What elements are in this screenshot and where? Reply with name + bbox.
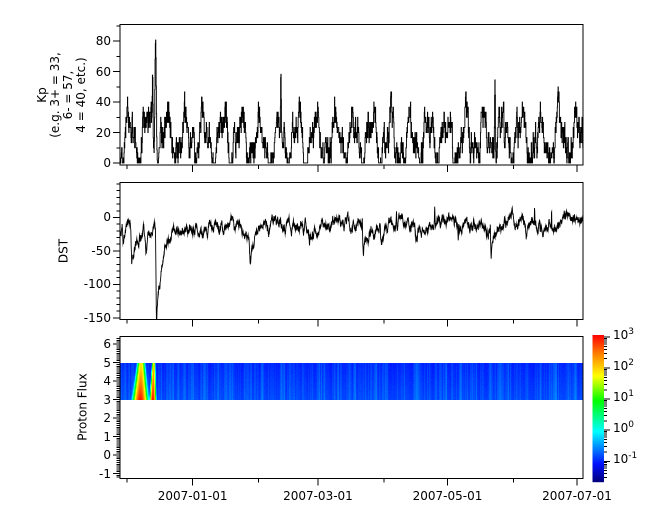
- x-tick-label: 2007-01-01: [157, 488, 228, 503]
- x-tick-label: 2007-07-01: [542, 488, 612, 503]
- proton-y-tick-label: 5: [103, 355, 111, 370]
- colorbar-tick-label: 100: [613, 420, 635, 436]
- x-tick-label: 2007-03-01: [283, 488, 353, 503]
- colorbar-tick-label: 102: [613, 358, 635, 374]
- colorbar-tick-label: 101: [613, 389, 635, 405]
- kp-y-tick-label: 80: [95, 34, 111, 49]
- proton-y-tick-label: 0: [103, 448, 111, 463]
- colorbar-tick-label: 103: [613, 327, 635, 343]
- proton-y-tick-label: 1: [103, 429, 111, 444]
- kp-y-tick-label: 60: [95, 64, 111, 79]
- proton-y-tick-label: -1: [99, 466, 111, 481]
- dst-y-tick-label: -150: [83, 310, 111, 325]
- x-tick-label: 2007-05-01: [412, 488, 483, 503]
- colorbar-tick-label: 10-1: [613, 451, 638, 467]
- dst-y-tick-label: -50: [91, 243, 111, 258]
- dst-y-tick-label: 0: [103, 210, 111, 225]
- kp-y-tick-label: 20: [95, 125, 111, 140]
- proton-y-tick-label: 2: [103, 411, 111, 426]
- dst-y-tick-label: -100: [83, 277, 111, 292]
- proton-y-tick-label: 6: [103, 337, 111, 352]
- kp-y-tick-label: 40: [95, 95, 111, 110]
- kp-y-tick-label: 0: [103, 155, 111, 170]
- proton-y-tick-label: 3: [103, 392, 111, 407]
- proton-y-tick-label: 4: [103, 374, 111, 389]
